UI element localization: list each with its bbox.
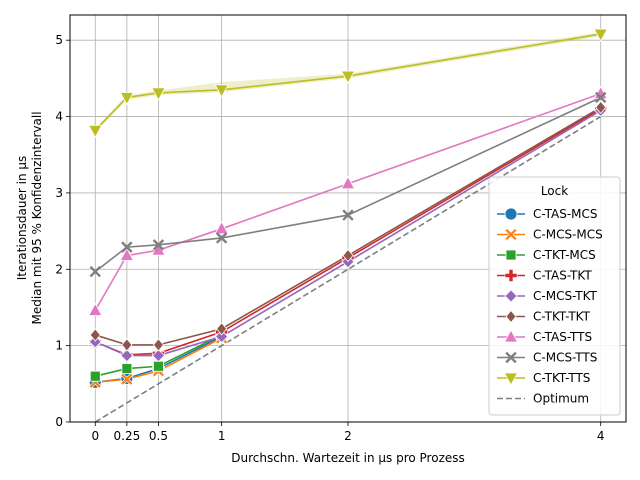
plot-area (88, 28, 608, 423)
x-tick-label: 0 (91, 429, 99, 443)
y-tick-label: 0 (55, 415, 63, 429)
y-tick-label: 5 (55, 33, 63, 47)
legend-label: C-MCS-TKT (533, 289, 598, 303)
x-tick-label: 4 (597, 429, 605, 443)
data-point (121, 363, 133, 374)
data-point (120, 372, 134, 386)
legend-label: C-TAS-TTS (533, 330, 592, 344)
data-point (340, 175, 356, 190)
y-tick-label: 4 (55, 110, 63, 124)
data-point (89, 265, 101, 278)
legend-marker (503, 372, 519, 386)
legend-marker (505, 249, 517, 261)
legend-box (488, 176, 621, 416)
legend-marker (505, 309, 517, 324)
x-axis-ticks: 0 0.25 0.5 1 2 4 (91, 422, 605, 443)
legend-label: C-MCS-MCS (533, 228, 603, 242)
series-line (94, 115, 602, 423)
x-tick-label: 0.25 (114, 429, 141, 443)
y-axis-ticks: 0 1 2 3 4 5 (55, 33, 70, 429)
series-line (95, 334, 222, 377)
data-point (152, 239, 165, 251)
data-point (89, 370, 101, 382)
y-tick-label: 1 (55, 339, 63, 353)
data-point (88, 124, 103, 139)
legend-label: C-TKT-TKT (533, 310, 591, 324)
data-point (215, 329, 229, 344)
data-point (88, 335, 102, 349)
data-point (214, 220, 229, 235)
data-point (152, 338, 164, 352)
data-point (214, 84, 229, 98)
legend-title: Lock (541, 184, 568, 198)
data-point (595, 100, 607, 115)
legend-marker (505, 351, 517, 364)
y-tick-label: 2 (55, 262, 63, 276)
y-tick-label: 3 (55, 186, 63, 200)
x-axis-label: Durchschn. Wartezeit in µs pro Prozess (231, 451, 465, 465)
legend-marker (504, 289, 518, 303)
y-axis-label-line1: Iterationsdauer in µs (15, 156, 29, 281)
legend-label: C-TAS-TKT (533, 269, 592, 283)
data-point (595, 91, 607, 104)
data-point (89, 328, 101, 342)
data-point (119, 92, 135, 106)
x-tick-label: 0.5 (149, 429, 168, 443)
data-point (121, 241, 133, 253)
x-tick-label: 2 (344, 429, 352, 443)
legend-label: C-TKT-TTS (533, 371, 590, 385)
data-point (151, 87, 166, 101)
confidence-band (95, 31, 601, 133)
data-point (340, 70, 356, 84)
data-point (342, 248, 354, 263)
data-point (88, 302, 103, 316)
series-line (95, 106, 602, 346)
legend-label: C-TKT-MCS (533, 248, 596, 262)
data-point (216, 322, 228, 336)
legend-marker (503, 329, 519, 343)
data-point (593, 28, 608, 42)
data-point (120, 349, 134, 363)
data-point (151, 349, 166, 363)
legend-label: C-MCS-TTS (533, 351, 597, 365)
data-point (121, 338, 133, 352)
y-axis-label-line2: Median mit 95 % Konfidenzintervall (30, 111, 44, 324)
legend-marker (504, 269, 518, 282)
series-line (95, 337, 223, 384)
series-line (94, 92, 601, 311)
data-point (215, 232, 228, 244)
legend-label: Optimum (533, 392, 589, 406)
x-tick-label: 1 (218, 429, 226, 443)
legend-marker (504, 228, 518, 241)
data-point (119, 247, 135, 261)
legend-label: C-TAS-MCS (533, 207, 598, 221)
legend-marker (504, 207, 518, 221)
data-point (153, 360, 164, 372)
data-point (342, 209, 354, 221)
series-line (94, 33, 601, 131)
legend: Lock C-TAS-MCS C-MCS-MCS C-TKT-MCS C-TAS-TKT… (488, 176, 621, 416)
